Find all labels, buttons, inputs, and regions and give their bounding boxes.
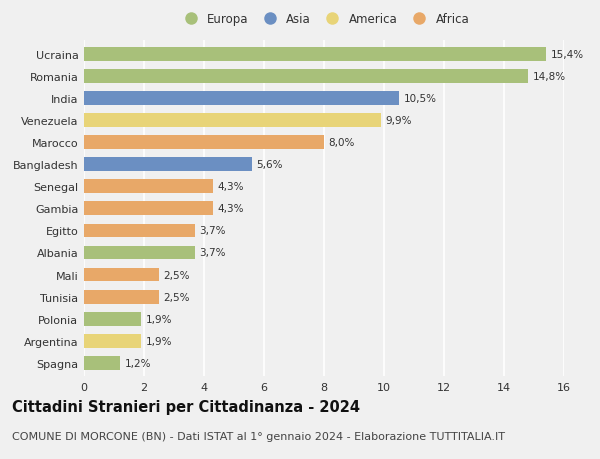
Text: 5,6%: 5,6%	[257, 160, 283, 170]
Text: Cittadini Stranieri per Cittadinanza - 2024: Cittadini Stranieri per Cittadinanza - 2…	[12, 399, 360, 414]
Bar	[84, 136, 324, 150]
Bar	[84, 224, 195, 238]
Text: 10,5%: 10,5%	[404, 94, 437, 104]
Bar	[84, 202, 213, 216]
Bar	[84, 114, 381, 128]
Bar	[84, 246, 195, 260]
Bar	[84, 290, 159, 304]
Bar	[84, 180, 213, 194]
Text: 2,5%: 2,5%	[163, 292, 190, 302]
Text: 3,7%: 3,7%	[199, 226, 226, 236]
Bar	[84, 158, 252, 172]
Text: 1,9%: 1,9%	[146, 314, 172, 324]
Text: 15,4%: 15,4%	[551, 50, 584, 60]
Text: 1,2%: 1,2%	[125, 358, 151, 368]
Bar	[84, 312, 141, 326]
Text: 2,5%: 2,5%	[163, 270, 190, 280]
Text: 8,0%: 8,0%	[329, 138, 355, 148]
Text: 4,3%: 4,3%	[218, 182, 244, 192]
Bar	[84, 70, 528, 84]
Text: 3,7%: 3,7%	[199, 248, 226, 258]
Bar	[84, 92, 399, 106]
Text: 4,3%: 4,3%	[218, 204, 244, 214]
Text: 9,9%: 9,9%	[386, 116, 412, 126]
Text: 1,9%: 1,9%	[146, 336, 172, 346]
Bar	[84, 48, 546, 62]
Bar	[84, 268, 159, 282]
Text: 14,8%: 14,8%	[533, 72, 566, 82]
Bar	[84, 356, 120, 370]
Text: COMUNE DI MORCONE (BN) - Dati ISTAT al 1° gennaio 2024 - Elaborazione TUTTITALIA: COMUNE DI MORCONE (BN) - Dati ISTAT al 1…	[12, 431, 505, 442]
Bar	[84, 334, 141, 348]
Legend: Europa, Asia, America, Africa: Europa, Asia, America, Africa	[176, 11, 472, 29]
